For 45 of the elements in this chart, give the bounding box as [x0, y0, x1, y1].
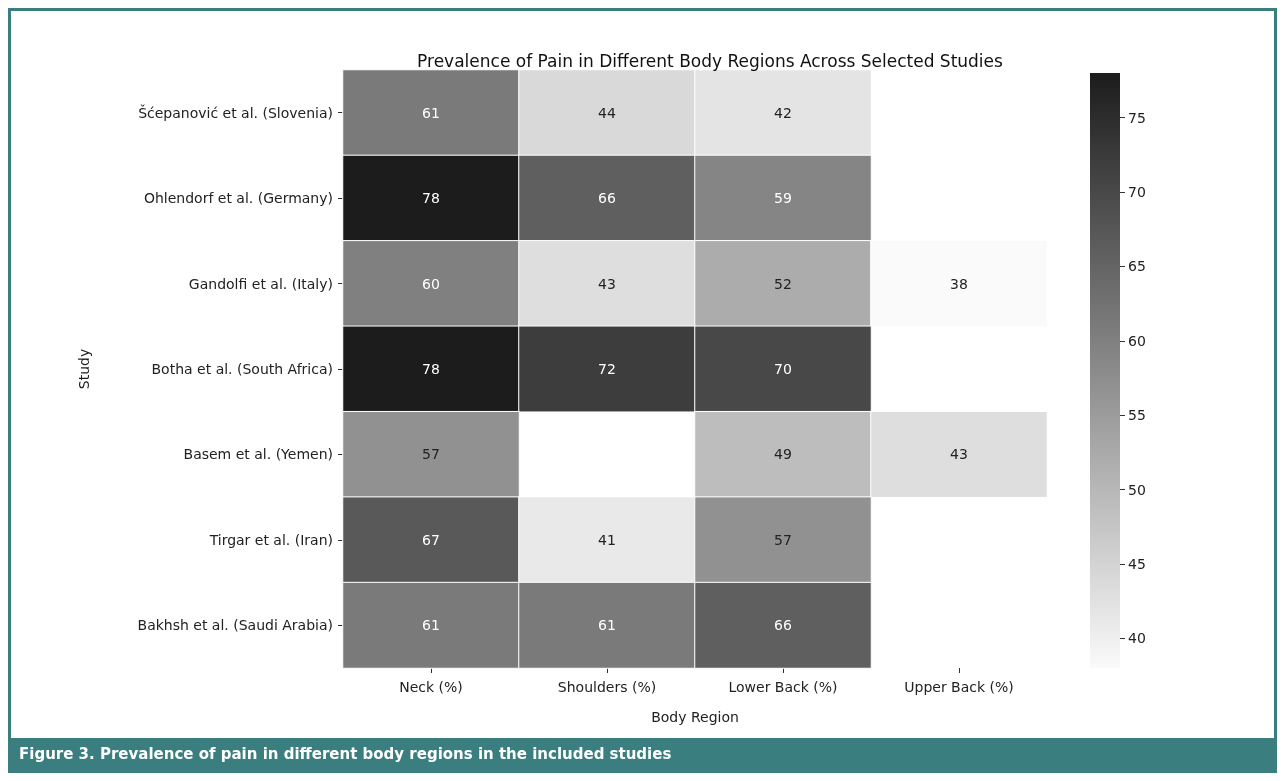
x-tick-label: Upper Back (%) [904, 679, 1014, 695]
y-tick-label: Botha et al. (South Africa) [151, 361, 333, 377]
y-tick-label: Basem et al. (Yemen) [183, 446, 333, 463]
color-bar-label: 50 [1128, 481, 1146, 498]
color-bar-label: 45 [1128, 555, 1146, 572]
y-tick-label: Bakhsh et al. (Saudi Arabia) [137, 617, 333, 634]
data-label: 38 [950, 275, 968, 292]
data-label: 66 [598, 190, 616, 207]
data-label: 57 [422, 446, 440, 463]
y-tick-label: Šćepanović et al. (Slovenia) [138, 103, 333, 121]
data-label: 60 [422, 275, 440, 292]
x-axis-title: Body Region [651, 709, 739, 725]
data-label: 43 [598, 275, 616, 292]
y-tick-label: Gandolfi et al. (Italy) [188, 275, 333, 292]
data-label: 61 [422, 104, 440, 121]
color-bar-label: 55 [1128, 407, 1146, 424]
data-label: 42 [774, 104, 792, 121]
data-label: 44 [598, 104, 616, 121]
chart-title: Prevalence of Pain in Different Body Regions Across Selected Studies [417, 50, 1004, 71]
color-bar-label: 70 [1128, 184, 1146, 200]
color-bar-label: 75 [1128, 109, 1146, 126]
y-axis-title: Study [76, 348, 92, 390]
data-label: 72 [598, 361, 616, 377]
x-tick-label: Neck (%) [399, 679, 463, 695]
y-tick-label: Tirgar et al. (Iran) [208, 531, 333, 548]
x-tick-label: Lower Back (%) [728, 679, 838, 695]
data-label: 43 [950, 446, 968, 463]
y-tick-label: Ohlendorf et al. (Germany) [143, 190, 333, 207]
color-bar-label: 40 [1128, 630, 1146, 647]
data-label: 57 [774, 531, 792, 548]
color-bar-label: 65 [1128, 258, 1146, 275]
color-bar-label: 60 [1128, 332, 1146, 349]
data-label: 59 [774, 190, 792, 207]
caption: Figure 3. Prevalence of pain in different body regions in the included studies [19, 745, 672, 763]
data-label: 61 [422, 617, 440, 634]
data-label: 41 [598, 531, 616, 548]
data-label: 78 [422, 190, 440, 207]
data-label: 66 [774, 617, 792, 634]
data-label: 78 [422, 361, 440, 377]
data-label: 49 [774, 446, 792, 463]
data-label: 70 [774, 361, 792, 377]
data-label: 52 [774, 275, 792, 292]
data-label: 67 [422, 531, 440, 548]
x-tick-label: Shoulders (%) [557, 679, 657, 695]
data-label: 61 [598, 617, 616, 634]
